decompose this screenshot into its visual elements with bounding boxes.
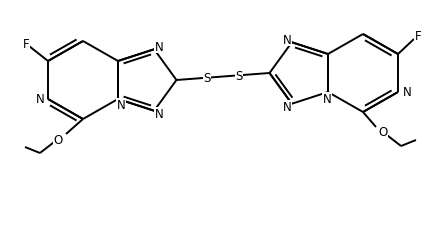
Text: N: N bbox=[116, 99, 125, 112]
Text: F: F bbox=[415, 30, 421, 43]
Text: N: N bbox=[155, 108, 164, 121]
Text: S: S bbox=[203, 72, 211, 85]
Text: S: S bbox=[235, 70, 243, 82]
Text: N: N bbox=[403, 86, 411, 99]
Text: N: N bbox=[36, 93, 44, 106]
Text: O: O bbox=[378, 126, 388, 139]
Text: F: F bbox=[23, 37, 29, 50]
Text: O: O bbox=[54, 133, 62, 146]
Text: N: N bbox=[155, 40, 164, 54]
Text: N: N bbox=[282, 34, 291, 47]
Text: N: N bbox=[282, 101, 291, 114]
Text: N: N bbox=[322, 93, 331, 106]
